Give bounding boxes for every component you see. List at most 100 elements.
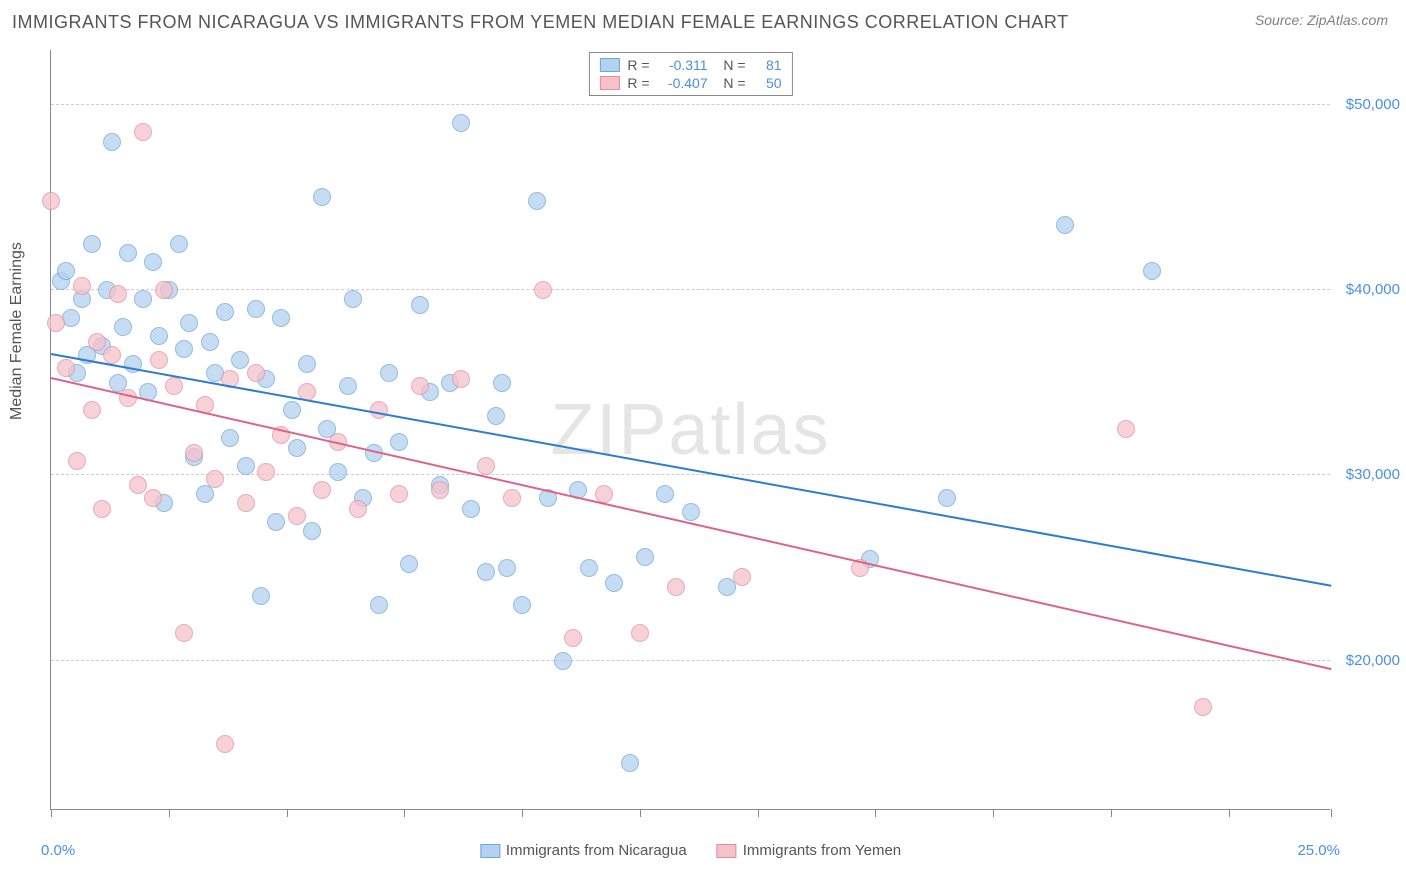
- data-point: [938, 489, 956, 507]
- data-point: [119, 244, 137, 262]
- data-point: [170, 235, 188, 253]
- data-point: [150, 327, 168, 345]
- y-tick-label: $40,000: [1340, 281, 1400, 298]
- data-point: [237, 457, 255, 475]
- trend-line: [51, 377, 1331, 670]
- data-point: [564, 629, 582, 647]
- x-tick: [1229, 809, 1230, 817]
- data-point: [344, 290, 362, 308]
- data-point: [165, 377, 183, 395]
- data-point: [73, 277, 91, 295]
- y-tick-label: $30,000: [1340, 466, 1400, 483]
- data-point: [109, 285, 127, 303]
- chart-title: IMMIGRANTS FROM NICARAGUA VS IMMIGRANTS …: [12, 12, 1069, 33]
- data-point: [339, 377, 357, 395]
- x-tick: [169, 809, 170, 817]
- data-point: [580, 559, 598, 577]
- data-point: [252, 587, 270, 605]
- legend-swatch: [480, 844, 500, 858]
- data-point: [155, 281, 173, 299]
- x-tick-label-right: 25.0%: [1297, 842, 1340, 859]
- data-point: [329, 463, 347, 481]
- data-point: [93, 500, 111, 518]
- data-point: [462, 500, 480, 518]
- x-tick: [758, 809, 759, 817]
- data-point: [144, 489, 162, 507]
- data-point: [370, 596, 388, 614]
- x-tick: [51, 809, 52, 817]
- data-point: [57, 262, 75, 280]
- data-point: [201, 333, 219, 351]
- data-point: [272, 309, 290, 327]
- watermark-text: ZIPatlas: [550, 389, 830, 471]
- data-point: [390, 485, 408, 503]
- grid-line: [51, 104, 1330, 105]
- data-point: [62, 309, 80, 327]
- data-point: [313, 188, 331, 206]
- data-point: [411, 296, 429, 314]
- legend-r-value: -0.407: [658, 75, 708, 91]
- data-point: [349, 500, 367, 518]
- legend-series-item: Immigrants from Nicaragua: [480, 842, 687, 859]
- data-point: [288, 439, 306, 457]
- legend-n-value: 50: [754, 75, 782, 91]
- data-point: [247, 364, 265, 382]
- data-point: [196, 485, 214, 503]
- data-point: [68, 452, 86, 470]
- x-tick: [522, 809, 523, 817]
- data-point: [231, 351, 249, 369]
- legend-swatch: [717, 844, 737, 858]
- data-point: [477, 563, 495, 581]
- data-point: [1056, 216, 1074, 234]
- legend-n-label: N =: [716, 75, 746, 91]
- legend-swatch: [599, 58, 619, 72]
- y-tick-label: $50,000: [1340, 96, 1400, 113]
- grid-line: [51, 660, 1330, 661]
- legend-series-item: Immigrants from Yemen: [717, 842, 901, 859]
- data-point: [313, 481, 331, 499]
- y-tick-label: $20,000: [1340, 652, 1400, 669]
- legend-r-label: R =: [627, 75, 649, 91]
- data-point: [400, 555, 418, 573]
- x-tick: [1111, 809, 1112, 817]
- data-point: [216, 735, 234, 753]
- data-point: [513, 596, 531, 614]
- data-point: [216, 303, 234, 321]
- legend-swatch: [599, 76, 619, 90]
- data-point: [42, 192, 60, 210]
- x-tick: [875, 809, 876, 817]
- data-point: [528, 192, 546, 210]
- data-point: [303, 522, 321, 540]
- data-point: [390, 433, 408, 451]
- data-point: [452, 370, 470, 388]
- data-point: [180, 314, 198, 332]
- data-point: [631, 624, 649, 642]
- data-point: [605, 574, 623, 592]
- y-axis-label: Median Female Earnings: [8, 242, 26, 420]
- data-point: [621, 754, 639, 772]
- chart-plot-area: ZIPatlas $20,000$30,000$40,000$50,0000.0…: [50, 50, 1330, 810]
- data-point: [83, 235, 101, 253]
- data-point: [498, 559, 516, 577]
- data-point: [134, 290, 152, 308]
- data-point: [1194, 698, 1212, 716]
- legend-r-label: R =: [627, 57, 649, 73]
- source-label: Source: ZipAtlas.com: [1255, 12, 1388, 28]
- data-point: [656, 485, 674, 503]
- data-point: [1117, 420, 1135, 438]
- data-point: [144, 253, 162, 271]
- data-point: [493, 374, 511, 392]
- data-point: [431, 481, 449, 499]
- data-point: [175, 624, 193, 642]
- data-point: [1143, 262, 1161, 280]
- data-point: [298, 355, 316, 373]
- data-point: [114, 318, 132, 336]
- x-tick: [640, 809, 641, 817]
- legend-stats-row: R = -0.407 N = 50: [599, 74, 781, 92]
- x-tick: [1331, 809, 1332, 817]
- legend-n-label: N =: [716, 57, 746, 73]
- data-point: [88, 333, 106, 351]
- x-tick-label-left: 0.0%: [41, 842, 75, 859]
- legend-stats-row: R =-0.311 N =81: [599, 56, 781, 74]
- data-point: [380, 364, 398, 382]
